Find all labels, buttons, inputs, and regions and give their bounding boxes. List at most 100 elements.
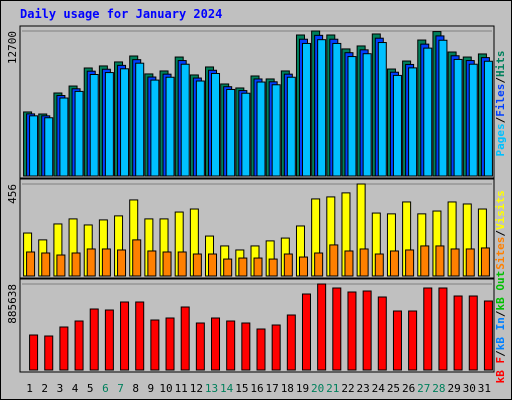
bar — [223, 258, 233, 277]
bar — [347, 56, 357, 177]
x-tick-label: 19 — [296, 382, 309, 395]
bar — [347, 291, 357, 371]
bar — [195, 80, 205, 177]
bar — [162, 251, 172, 277]
bar — [117, 249, 127, 277]
bar — [332, 287, 342, 371]
bar — [226, 320, 236, 371]
bar — [317, 283, 327, 371]
bar — [256, 328, 266, 371]
bar — [301, 293, 311, 371]
bar — [89, 74, 99, 177]
bar — [268, 258, 278, 277]
panel-frame — [19, 178, 495, 279]
bar — [286, 76, 296, 177]
bar — [362, 53, 372, 177]
bar — [238, 257, 248, 277]
x-tick-label: 5 — [87, 382, 94, 395]
x-tick-label: 16 — [250, 382, 263, 395]
legend-entry: Sites — [494, 237, 507, 270]
bar — [241, 92, 251, 177]
bar — [44, 335, 54, 371]
bar — [147, 250, 157, 277]
legend-entry: kB In — [494, 317, 507, 350]
x-tick-label: 10 — [159, 382, 172, 395]
bar — [271, 84, 281, 177]
bar — [211, 72, 221, 177]
bar — [389, 250, 399, 277]
bar — [74, 320, 84, 371]
bar — [271, 324, 281, 371]
x-tick-label: 2 — [41, 382, 48, 395]
x-tick-label: 4 — [72, 382, 79, 395]
bar — [374, 253, 384, 277]
bar — [26, 251, 36, 277]
bar — [286, 314, 296, 371]
bar — [71, 252, 81, 277]
bar — [195, 322, 205, 371]
bar — [180, 63, 190, 177]
legend: kB F/kB In/kB Out — [494, 271, 507, 384]
y-tick-label: 885638 — [6, 284, 19, 324]
bar — [41, 252, 51, 277]
bar — [453, 295, 463, 371]
y-tick-label: 12700 — [6, 31, 19, 64]
bar — [405, 249, 415, 277]
bar — [465, 248, 475, 277]
bar — [44, 117, 54, 177]
bar — [74, 90, 84, 177]
x-tick-label: 11 — [175, 382, 188, 395]
x-tick-label: 13 — [205, 382, 218, 395]
x-tick-label: 27 — [417, 382, 430, 395]
bar — [150, 319, 160, 371]
bar — [377, 296, 387, 371]
x-tick-label: 26 — [402, 382, 415, 395]
bar — [423, 47, 433, 177]
legend-entry: Files — [494, 84, 507, 117]
x-tick-label: 7 — [117, 382, 124, 395]
bar — [453, 58, 463, 177]
bar — [423, 287, 433, 371]
bar — [120, 301, 130, 371]
x-tick-label: 28 — [432, 382, 445, 395]
legend: Pages/Files/Hits — [494, 51, 507, 157]
x-tick-label: 18 — [281, 382, 294, 395]
x-tick-label: 1 — [26, 382, 33, 395]
x-tick-label: 23 — [357, 382, 370, 395]
bar — [438, 287, 448, 371]
bar — [253, 257, 263, 277]
panel-frame — [19, 25, 495, 179]
x-tick-label: 30 — [463, 382, 476, 395]
bar — [29, 334, 39, 371]
legend-entry: Hits — [494, 51, 507, 78]
bar — [329, 244, 339, 277]
legend-separator: / — [494, 310, 507, 317]
legend-entry: Pages — [494, 123, 507, 156]
x-tick-label: 9 — [148, 382, 155, 395]
legend: Sites/Visits — [494, 190, 507, 270]
panel-frame — [19, 278, 495, 373]
bar — [480, 247, 490, 277]
bar — [104, 309, 114, 371]
bar — [165, 76, 175, 177]
bar — [438, 39, 448, 177]
bar — [135, 62, 145, 177]
bar — [226, 88, 236, 177]
bar — [483, 60, 493, 177]
bar — [89, 308, 99, 371]
legend-separator: / — [494, 77, 507, 84]
x-tick-label: 21 — [326, 382, 339, 395]
bar — [314, 252, 324, 277]
x-tick-label: 15 — [235, 382, 248, 395]
x-tick-label: 22 — [341, 382, 354, 395]
bar — [435, 245, 445, 277]
bar — [59, 326, 69, 371]
x-tick-label: 20 — [311, 382, 324, 395]
bar — [317, 39, 327, 177]
bar — [56, 254, 66, 277]
bar — [132, 239, 142, 277]
bar — [150, 79, 160, 177]
bar — [298, 256, 308, 277]
bar — [468, 295, 478, 371]
x-tick-label: 3 — [57, 382, 64, 395]
